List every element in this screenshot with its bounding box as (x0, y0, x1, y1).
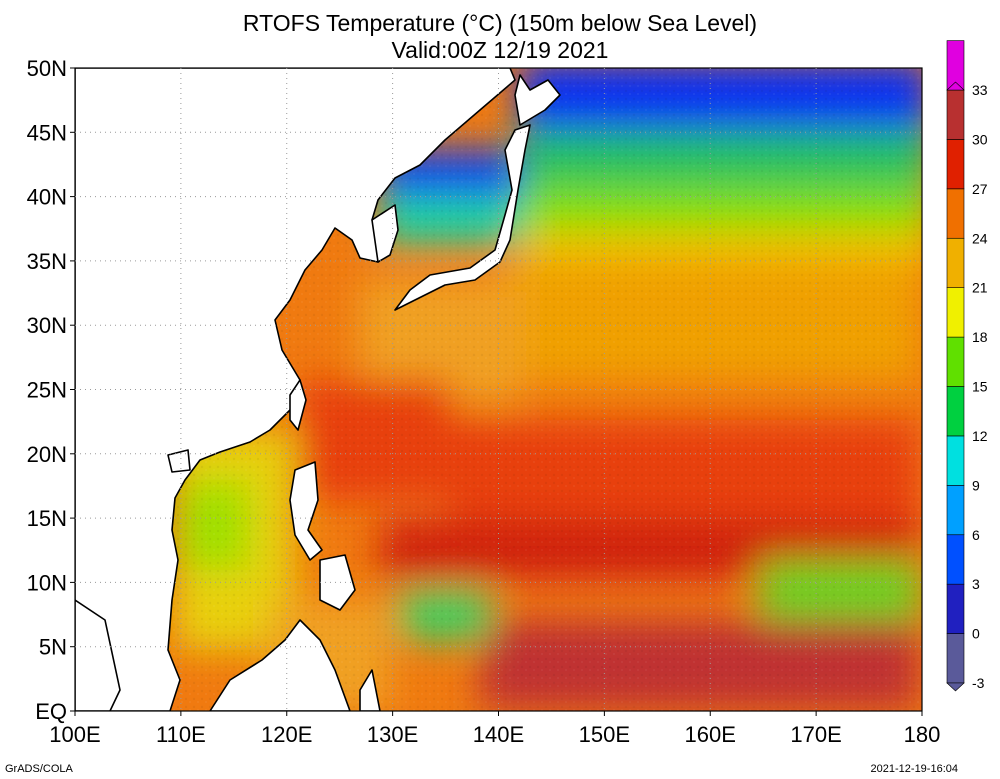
lat-tick-label: 50N (27, 56, 67, 81)
lon-tick-label: 150E (579, 722, 630, 747)
footer-timestamp: 2021-12-19-16:04 (870, 763, 958, 775)
colorbar-segment (946, 287, 965, 338)
lat-tick-label: 15N (27, 506, 67, 531)
colorbar-segment (946, 386, 965, 437)
colorbar-segment (946, 89, 965, 140)
lat-tick-label: 5N (39, 635, 67, 660)
lon-tick-label: 180 (904, 722, 941, 747)
lat-tick-label: 35N (27, 249, 67, 274)
lon-tick-label: 160E (685, 722, 736, 747)
colorbar-label: 9 (972, 477, 980, 493)
colorbar-segment (946, 485, 965, 536)
colorbar-segment (946, 188, 965, 239)
colorbar-label: 18 (972, 329, 988, 345)
footer-credit: GrADS/COLA (5, 763, 73, 775)
colorbar-segment (946, 139, 965, 190)
lat-tick-label: EQ (35, 699, 67, 724)
colorbar-label: 6 (972, 527, 980, 543)
gridlines (70, 67, 923, 716)
lat-tick-label: 20N (27, 442, 67, 467)
lon-tick-label: 110E (156, 722, 206, 747)
lon-tick-label: 100E (49, 722, 100, 747)
lat-tick-label: 45N (27, 120, 67, 145)
colorbar-label: 24 (972, 230, 988, 246)
colorbar-segment (946, 435, 965, 486)
colorbar-bottom-arrow (946, 682, 965, 692)
map-title-line1: RTOFS Temperature (°C) (150m below Sea L… (242, 10, 758, 36)
colorbar-label: 3 (972, 576, 980, 592)
longitude-labels: 100E 110E 120E 130E 140E 150E 160E 170E 180 (49, 722, 940, 747)
colorbar-label: 0 (972, 626, 980, 642)
lat-tick-label: 40N (27, 185, 67, 210)
map-title-line2: Valid:00Z 12/19 2021 (391, 37, 609, 63)
colorbar-top-arrow (946, 81, 965, 91)
latitude-labels: EQ 5N 10N 15N 20N 25N 30N 35N 40N 45N 50N (27, 56, 67, 724)
lon-tick-label: 120E (261, 722, 312, 747)
lon-tick-label: 170E (790, 722, 841, 747)
colorbar-label: 33 (972, 82, 988, 98)
colorbar-label: 15 (972, 379, 988, 395)
colorbar-label: 30 (972, 131, 988, 147)
lon-tick-label: 130E (367, 722, 418, 747)
lat-tick-label: 30N (27, 313, 67, 338)
lon-tick-label: 140E (473, 722, 524, 747)
colorbar-segment (946, 534, 965, 585)
colorbar-label: 27 (972, 181, 988, 197)
colorbar-label: 21 (972, 280, 988, 296)
colorbar-segment (946, 583, 965, 634)
colorbar-segment (946, 633, 965, 684)
lat-tick-label: 25N (27, 378, 67, 403)
lat-tick-label: 10N (27, 570, 67, 595)
sea-temperature-field (75, 68, 922, 711)
colorbar: -3 0 3 6 9 12 15 18 21 24 27 30 33 (946, 40, 988, 692)
colorbar-segment (946, 237, 965, 288)
colorbar-label: -3 (972, 675, 985, 691)
colorbar-segment (946, 336, 965, 387)
colorbar-label: 12 (972, 428, 988, 444)
